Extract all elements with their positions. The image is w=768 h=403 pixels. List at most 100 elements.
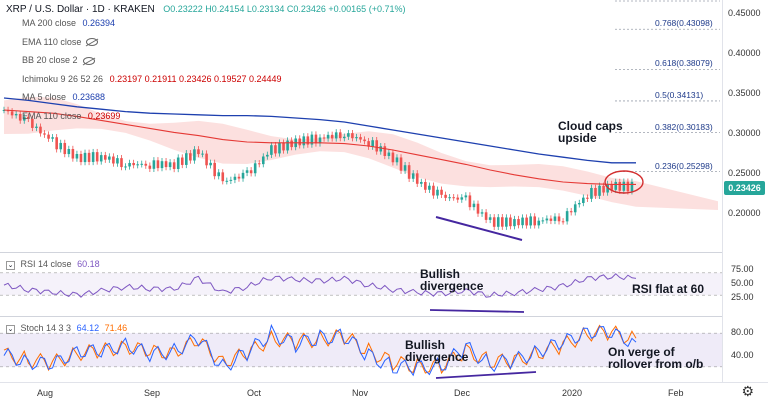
time-tick-label: Aug <box>37 388 54 398</box>
candle <box>209 159 212 169</box>
price-tick-label: 0.20000 <box>728 208 761 218</box>
candle <box>241 169 245 182</box>
price-tick-label: 0.35000 <box>728 88 761 98</box>
candle <box>180 154 184 169</box>
candle <box>55 134 58 153</box>
candle <box>67 145 71 158</box>
symbol-header[interactable]: XRP / U.S. Dollar · 1D · KRAKEN O0.23222… <box>6 4 405 15</box>
legend-item[interactable]: Ichimoku 9 26 52 26 0.23197 0.21911 0.23… <box>22 74 282 85</box>
candle <box>164 157 168 171</box>
candle <box>116 154 119 167</box>
rsi-legend[interactable]: ⌄ RSI 14 close 60.18 <box>6 259 100 270</box>
candle <box>120 154 123 171</box>
candle <box>452 194 455 201</box>
time-tick-label: Dec <box>454 388 471 398</box>
candle <box>59 139 63 153</box>
candle <box>140 160 144 168</box>
candle <box>403 162 407 174</box>
candle <box>257 160 261 168</box>
candle <box>367 137 370 150</box>
candle <box>424 178 427 193</box>
candle <box>537 217 541 229</box>
candle <box>545 215 549 224</box>
stoch-legend[interactable]: ⌄ Stoch 14 3 3 64.12 71.46 <box>6 323 127 334</box>
pane-separator-stoch[interactable] <box>0 316 722 317</box>
candle <box>310 131 314 148</box>
candle <box>594 184 597 200</box>
candle <box>517 215 520 229</box>
candle <box>10 108 14 119</box>
candle <box>298 135 302 149</box>
candle <box>35 123 38 132</box>
ema110-path <box>3 109 636 185</box>
candle <box>318 134 322 147</box>
price-tick-label: 0.25000 <box>728 168 761 178</box>
candle <box>553 213 557 225</box>
candle <box>582 194 585 207</box>
legend-item-name: BB 20 close 2 <box>22 55 78 65</box>
candle <box>112 153 115 167</box>
candle <box>261 153 265 168</box>
candle <box>152 157 156 172</box>
trendline-rsi-divergence <box>429 309 525 313</box>
legend-item-value: 0.23197 0.21911 0.23426 0.19527 0.24449 <box>107 73 282 84</box>
annotation-stoch-divergence: Bullish divergence <box>405 338 469 364</box>
candle <box>193 146 196 164</box>
candle <box>521 214 524 229</box>
eye-hidden-icon[interactable] <box>86 38 99 47</box>
candle <box>51 134 54 142</box>
candle <box>233 173 237 184</box>
candle <box>14 110 18 119</box>
candle <box>436 186 439 199</box>
candle <box>557 213 561 225</box>
candle <box>533 213 537 229</box>
candle <box>245 167 249 177</box>
candle <box>387 149 391 160</box>
legend-item[interactable]: EMA 110 close 0.23699 <box>22 111 120 122</box>
rsi-collapse-icon[interactable]: ⌄ <box>6 261 15 270</box>
fib-level-label: 0.5(0.34131) <box>655 89 704 100</box>
candle <box>391 149 395 166</box>
candle <box>213 159 216 180</box>
fib-level-label: 0.768(0.43098) <box>655 18 713 29</box>
candle <box>22 113 26 124</box>
eye-hidden-icon[interactable] <box>82 56 95 65</box>
legend-item[interactable]: MA 200 close 0.26394 <box>22 18 115 29</box>
candle <box>355 133 358 142</box>
stoch-tick-label: 80.00 <box>731 327 754 338</box>
ichimoku-cloud <box>4 96 718 210</box>
stoch-collapse-icon[interactable]: ⌄ <box>6 325 15 334</box>
candle <box>407 162 411 182</box>
highlight-circle <box>604 170 644 194</box>
candle <box>614 178 618 194</box>
rsi-pane-plot <box>0 272 722 313</box>
legend-item[interactable]: EMA 110 close <box>22 37 99 48</box>
candle <box>379 143 383 155</box>
candle <box>79 150 83 166</box>
annotation-cloud-caps: Cloud caps upside <box>558 119 623 145</box>
candle <box>444 191 447 202</box>
pane-separator-rsi[interactable] <box>0 252 722 253</box>
candle <box>569 207 573 216</box>
candle <box>253 160 257 177</box>
time-axis[interactable]: Aug Sep Oct Nov Dec 2020 Feb <box>0 382 768 403</box>
candle <box>598 182 601 200</box>
candle <box>108 153 111 163</box>
symbol-name[interactable]: XRP / U.S. Dollar · 1D · KRAKEN <box>6 4 155 15</box>
time-tick-label: 2020 <box>562 388 583 398</box>
gear-icon[interactable]: ⚙ <box>741 383 754 399</box>
candle <box>205 150 208 169</box>
legend-item-name: MA 5 close <box>22 92 67 102</box>
legend-item[interactable]: MA 5 close 0.23688 <box>22 92 105 103</box>
price-tick-label: 0.45000 <box>728 8 761 18</box>
candle <box>83 149 87 166</box>
candle <box>144 160 148 169</box>
cloud-area <box>4 96 718 210</box>
rsi-line <box>3 273 637 298</box>
candle <box>492 214 496 230</box>
legend-item[interactable]: BB 20 close 2 <box>22 55 95 66</box>
candle <box>282 139 285 154</box>
price-chart[interactable] <box>0 0 722 382</box>
fib-level-label: 0.618(0.38079) <box>655 58 713 69</box>
